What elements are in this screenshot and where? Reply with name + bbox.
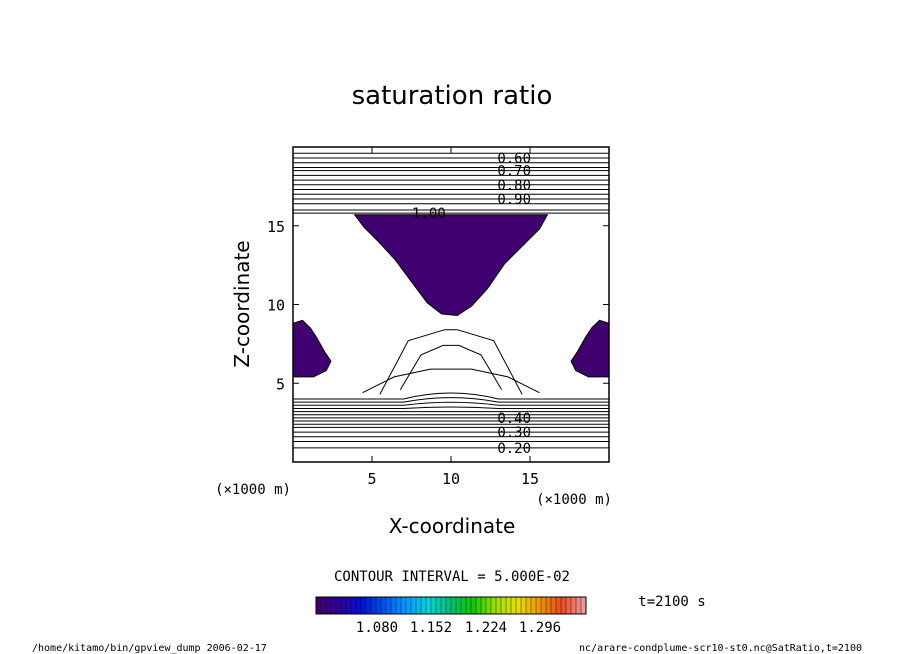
colorbar-cell [325,596,332,615]
colorbar-cell [355,596,362,615]
supersaturated-region-right [570,319,610,378]
contour-line [379,329,523,395]
contour-line [293,406,609,409]
contour-label: 0.40 [497,411,531,427]
contour-label: 0.30 [497,425,531,441]
colorbar-cell [455,596,462,615]
colorbar-cell [340,596,347,615]
colorbar-frame [315,596,587,615]
colorbar-cell [560,596,567,615]
colorbar-cell [565,596,572,615]
y-tick-label: 15 [267,218,285,236]
colorbar-cell [390,596,397,615]
colorbar-cell [385,596,392,615]
colorbar-cell [490,596,497,615]
x-axis-label: X-coordinate [389,514,516,538]
colorbar-cell [360,596,367,615]
contour-line [293,401,609,406]
contour-line [293,392,609,400]
colorbar-cell [510,596,517,615]
colorbar-cell [475,596,482,615]
z-unit-label: (×1000 m) [215,482,291,498]
colorbar-cell [485,596,492,615]
colorbar-cell [430,596,437,615]
colorbar-cell [495,596,502,615]
colorbar-cell [335,596,342,615]
contour-label: 0.90 [497,192,531,208]
contour-label: 1.00 [412,206,446,222]
y-axis-label: Z-coordinate [230,240,254,367]
supersaturated-region-left [292,319,332,378]
colorbar-cell [545,596,552,615]
chart-title: saturation ratio [352,81,553,111]
contour-line [362,368,540,394]
footer-left: /home/kitamo/bin/gpview_dump 2006-02-17 [32,643,267,654]
colorbar-cell [570,596,577,615]
colorbar-tick-label: 1.152 [410,620,452,636]
colorbar-cell [320,596,327,615]
colorbar-cell [365,596,372,615]
contour-interval-text: CONTOUR INTERVAL = 5.000E-02 [334,569,570,585]
colorbar-cell [515,596,522,615]
colorbar-cell [410,596,417,615]
colorbar-cell [395,596,402,615]
colorbar-cell [400,596,407,615]
footer-right: nc/arare-condplume-scr10-st0.nc@SatRatio… [579,643,862,654]
colorbar-cell [415,596,422,615]
contour-label: 0.60 [497,151,531,167]
colorbar-cell [445,596,452,615]
colorbar-cell [375,596,382,615]
colorbar-cell [550,596,557,615]
y-tick-label: 5 [276,375,285,393]
colorbar-cell [440,596,447,615]
colorbar-cell [345,596,352,615]
y-tick-label: 10 [267,297,285,315]
x-tick-label: 15 [521,470,539,488]
colorbar-cell [535,596,542,615]
contour-label: 0.70 [497,164,531,180]
colorbar-cell [505,596,512,615]
contour-line [399,344,503,390]
contour-label: 0.20 [497,441,531,457]
colorbar-cell [405,596,412,615]
colorbar-cell [525,596,532,615]
x-tick-label: 5 [367,470,376,488]
colorbar-cell [470,596,477,615]
colorbar-cell [450,596,457,615]
colorbar-cell [480,596,487,615]
colorbar-cell [425,596,432,615]
colorbar-cell [540,596,547,615]
colorbar-tick-label: 1.080 [356,620,398,636]
plot-area: 0.600.700.800.90 1.00 0.400.300.20 5 10 15 5 1… [267,146,610,488]
contour-label: 0.80 [497,178,531,194]
colorbar-tick-label: 1.224 [465,620,507,636]
colorbar-cell [530,596,537,615]
colorbar-cell [460,596,467,615]
colorbar-cell [330,596,337,615]
colorbar-cell [555,596,562,615]
colorbar: 1.080 1.152 1.224 1.296 [315,596,587,636]
colorbar-tick-label: 1.296 [519,620,561,636]
contour-line [293,397,609,403]
colorbar-cell [435,596,442,615]
x-unit-label: (×1000 m) [536,492,612,508]
colorbar-cell [500,596,507,615]
colorbar-cell [370,596,377,615]
x-tick-label: 10 [442,470,460,488]
colorbar-cell [420,596,427,615]
supersaturated-region-center [353,214,549,317]
colorbar-cell [350,596,357,615]
colorbar-cell [520,596,527,615]
colorbar-cell [315,596,322,615]
colorbar-cell [380,596,387,615]
colorbar-cell [575,596,582,615]
colorbar-cell [465,596,472,615]
time-label: t=2100 s [638,594,705,610]
